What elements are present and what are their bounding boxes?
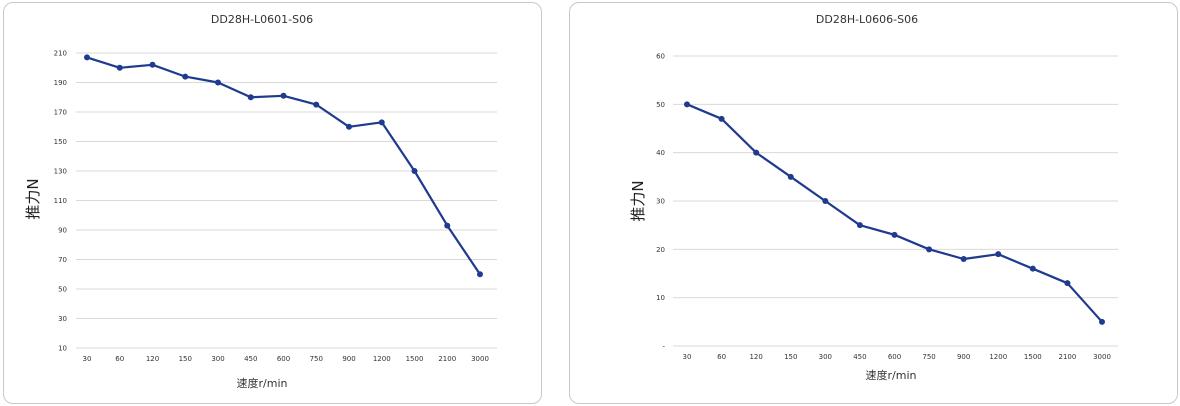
left-x-tick-label: 450 (244, 355, 257, 363)
left-y-tick-label: 170 (54, 109, 67, 117)
left-x-tick-label: 120 (146, 355, 159, 363)
left-series-line (86, 56, 481, 275)
right-y-tick-label: 30 (656, 198, 665, 206)
left-y-tick-label: 90 (58, 227, 67, 235)
left-y-tick-label: 10 (58, 345, 67, 353)
left-x-tick-label: 2100 (438, 355, 456, 363)
right-x-axis-label: 速度r/min (866, 368, 917, 382)
left-data-point (313, 101, 320, 108)
right-x-tick-label: 300 (819, 353, 832, 361)
left-x-tick-label: 1500 (406, 355, 424, 363)
chart-panel-right: 60 50 40 30 20 10 - 30 60 120 150 300 450 600 750 900 12… (569, 2, 1178, 404)
left-data-point (280, 92, 287, 99)
left-x-tick-label: 60 (115, 355, 124, 363)
right-y-axis-label: 推力N (629, 180, 647, 221)
right-data-point (718, 115, 725, 122)
right-y-tick-label: 60 (656, 53, 665, 61)
left-x-axis-label: 速度r/min (237, 376, 288, 390)
left-y-tick-label: 210 (54, 50, 67, 58)
left-x-tick-label: 3000 (471, 355, 489, 363)
left-data-point (346, 123, 352, 130)
left-y-tick-label: 130 (54, 168, 67, 176)
right-x-tick-label: 120 (749, 353, 762, 361)
left-data-point (116, 64, 123, 71)
right-x-tick-label: 1200 (989, 353, 1007, 361)
right-x-tick-label: 750 (922, 353, 935, 361)
right-data-point (684, 101, 690, 108)
chart-panel-left: 210 190 170 150 130 110 90 70 50 30 10 30 60 120 150 30… (3, 2, 542, 404)
left-x-tick-label: 900 (342, 355, 355, 363)
right-x-tick-label: 60 (717, 353, 726, 361)
left-data-point (215, 79, 221, 86)
left-x-tick-label: 750 (310, 355, 323, 363)
left-data-point (149, 61, 156, 68)
right-data-point (1099, 318, 1105, 325)
left-data-point (477, 271, 483, 278)
right-y-tick-label: - (662, 343, 665, 351)
right-data-point (856, 222, 863, 229)
left-x-tick-label: 600 (277, 355, 290, 363)
left-data-point (444, 222, 451, 229)
left-y-axis-label: 推力N (24, 178, 42, 219)
right-x-tick-label: 1500 (1024, 353, 1042, 361)
right-x-tick-label: 30 (683, 353, 692, 361)
right-chart-title: DD28H-L0606-S06 (816, 13, 918, 26)
right-data-point (960, 256, 967, 262)
left-y-tick-label: 30 (58, 315, 67, 323)
chart-right-svg: 60 50 40 30 20 10 - 30 60 120 150 300 450 600 750 900 12… (629, 13, 1118, 382)
right-series-line (686, 103, 1103, 323)
left-x-tick-label: 30 (83, 355, 92, 363)
left-data-point (247, 94, 254, 101)
left-data-point (182, 73, 189, 80)
left-y-tick-label: 110 (54, 197, 67, 205)
right-x-tick-label: 600 (888, 353, 901, 361)
right-x-tick-label: 3000 (1093, 353, 1111, 361)
right-data-point (891, 231, 898, 238)
left-data-point (378, 119, 385, 126)
left-x-tick-label: 300 (211, 355, 224, 363)
right-data-point (926, 246, 933, 253)
left-chart-title: DD28H-L0601-S06 (211, 13, 313, 26)
left-y-tick-label: 150 (54, 138, 67, 146)
right-data-point (787, 173, 794, 180)
right-x-tick-label: 2100 (1059, 353, 1077, 361)
right-x-tick-label: 150 (784, 353, 797, 361)
left-y-tick-label: 50 (58, 286, 67, 294)
right-data-point (1064, 280, 1071, 287)
left-x-tick-label: 1200 (373, 355, 391, 363)
right-data-point (995, 251, 1002, 258)
right-y-tick-label: 20 (656, 246, 665, 254)
right-y-tick-label: 50 (656, 101, 665, 109)
right-x-tick-label: 900 (957, 353, 970, 361)
right-data-point (1029, 265, 1036, 272)
left-y-tick-label: 190 (54, 79, 67, 87)
left-data-point (411, 168, 418, 174)
chart-left-svg: 210 190 170 150 130 110 90 70 50 30 10 30 60 120 150 30… (24, 13, 497, 390)
right-data-point (753, 149, 760, 156)
right-x-tick-label: 450 (853, 353, 866, 361)
right-y-tick-label: 10 (656, 294, 665, 302)
left-data-point (84, 54, 90, 61)
right-data-point (822, 198, 829, 204)
left-y-tick-label: 70 (58, 256, 67, 264)
left-x-tick-label: 150 (179, 355, 192, 363)
right-y-tick-label: 40 (656, 149, 665, 157)
